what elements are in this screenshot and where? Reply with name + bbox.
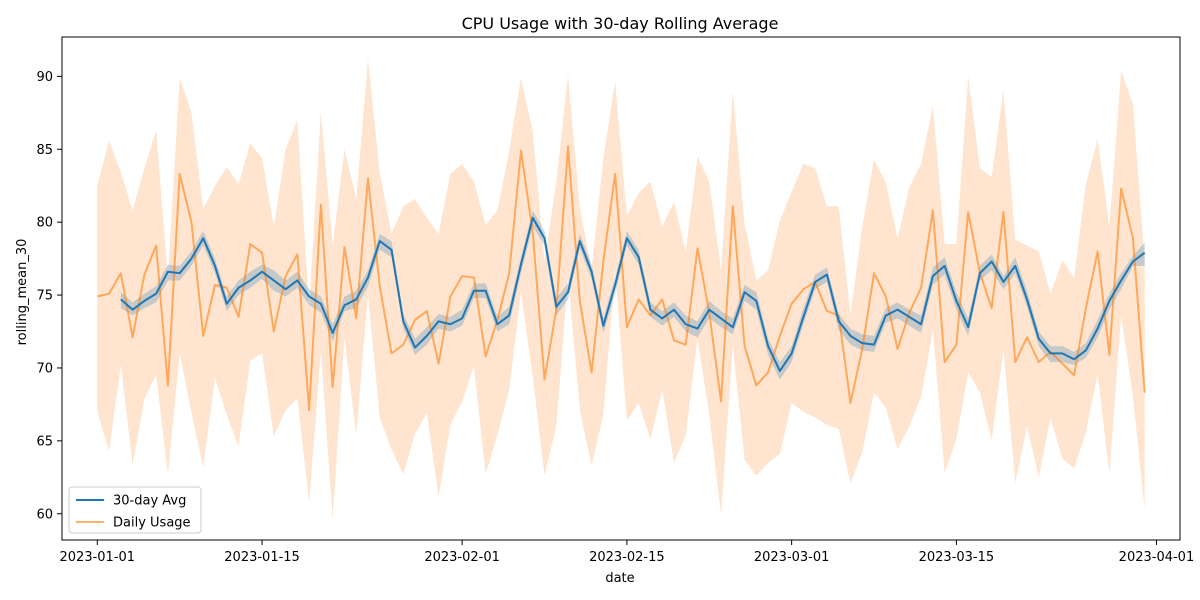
x-tick-label: 2023-01-15 [224,550,300,565]
y-tick-label: 85 [36,143,53,158]
x-tick-label: 2023-03-15 [919,550,995,565]
x-tick-label: 2023-03-01 [754,550,830,565]
y-tick-label: 70 [36,361,53,376]
ci-band-daily [97,58,1145,520]
y-tick-label: 60 [36,507,53,522]
plot-frame [61,36,1181,541]
x-tick-label: 2023-01-01 [60,550,136,565]
x-tick-label: 2023-02-15 [589,550,665,565]
line-avg [120,216,1146,372]
x-axis-label: date [605,571,634,586]
x-tick-label: 2023-02-01 [424,550,500,565]
legend-label-avg: 30-day Avg [113,494,186,509]
chart-title: CPU Usage with 30-day Rolling Average [462,14,779,33]
x-axis: 2023-01-01 2023-01-15 2023-02-01 2023-02-15… [60,540,1195,565]
y-tick-label: 90 [36,70,53,85]
legend-label-daily: Daily Usage [113,516,191,531]
y-axis: 60 65 70 75 80 85 90 [36,70,62,522]
plot-area [61,36,1181,541]
y-tick-label: 65 [36,434,53,449]
y-axis-label: rolling_mean_30 [15,239,30,346]
line-daily [97,145,1146,412]
legend: 30-day Avg Daily Usage [68,486,202,534]
y-tick-label: 75 [36,289,53,304]
x-tick-label: 2023-04-01 [1119,550,1195,565]
y-tick-label: 80 [36,216,53,231]
